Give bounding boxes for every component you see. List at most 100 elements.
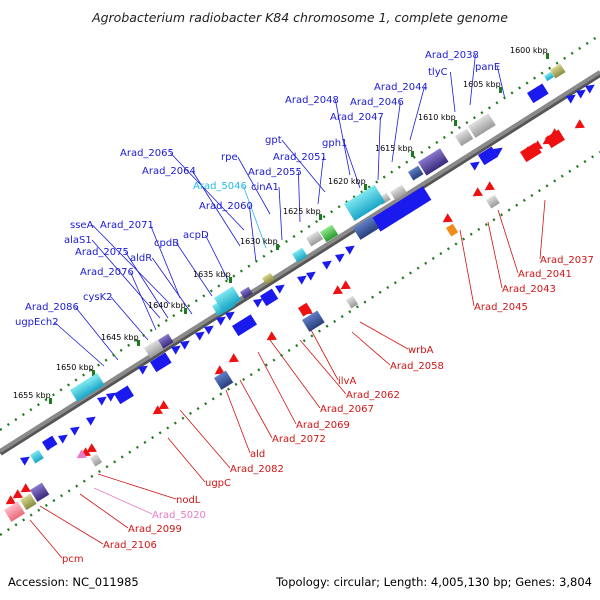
gene-box xyxy=(260,288,279,307)
forward-gene-arrow xyxy=(86,416,96,426)
scale-tick-mark xyxy=(276,244,279,250)
forward-gene-label: Arad_2071 xyxy=(100,220,154,231)
reverse-gene-label: ald xyxy=(250,449,265,460)
gene-box xyxy=(446,223,459,237)
forward-label-leader xyxy=(298,171,301,223)
scale-tick-mark xyxy=(546,53,549,59)
reverse-gene-label: Arad_2072 xyxy=(272,434,326,445)
forward-gene-label: Arad_2076 xyxy=(80,267,134,278)
reverse-gene-label: pcm xyxy=(62,554,84,565)
forward-gene-label: Arad_2047 xyxy=(330,112,384,123)
accession-text: Accession: NC_011985 xyxy=(8,575,139,589)
label-leaders xyxy=(29,54,546,559)
scale-tick-mark xyxy=(454,120,457,126)
reverse-label-leader xyxy=(93,487,153,515)
reverse-gene-arrow xyxy=(484,181,495,191)
forward-gene-arrow xyxy=(171,345,181,355)
gene-box xyxy=(520,142,542,163)
forward-gene-arrow xyxy=(322,260,332,270)
forward-gene-arrow xyxy=(195,331,205,341)
forward-gene-arrow xyxy=(97,396,107,406)
forward-gene-arrow xyxy=(576,89,586,99)
gene-box xyxy=(346,295,359,309)
scale-tick-label: 1630 kbp xyxy=(240,237,278,246)
gene-box xyxy=(418,148,449,176)
gene-box xyxy=(213,370,234,390)
gene-box xyxy=(143,339,164,359)
gene-box xyxy=(486,194,500,209)
gene-box xyxy=(213,286,242,312)
reverse-gene-label: wrbA xyxy=(408,345,434,356)
forward-gene-arrow xyxy=(106,392,116,402)
forward-gene-arrow xyxy=(345,245,355,255)
scale-tick-mark xyxy=(499,87,502,93)
scale-tick-label: 1620 kbp xyxy=(328,177,366,186)
gene-box xyxy=(240,286,253,299)
scale-tick-mark xyxy=(411,151,414,157)
forward-gene-label: alaS1 xyxy=(64,235,92,246)
reverse-gene-arrow xyxy=(12,489,23,499)
forward-label-leader xyxy=(205,234,229,281)
reverse-gene-label: Arad_2106 xyxy=(103,540,157,551)
forward-gene-label: Arad_2055 xyxy=(248,167,302,178)
forward-gene-label: Arad_2086 xyxy=(25,302,79,313)
scale-tick-mark xyxy=(92,370,95,376)
gene-box xyxy=(390,184,408,201)
forward-gene-label: sseA xyxy=(70,220,94,231)
reverse-label-leader xyxy=(225,389,251,454)
reverse-gene-label: Arad_2043 xyxy=(502,284,556,295)
scale-tick-label: 1605 kbp xyxy=(463,80,501,89)
gene-box xyxy=(298,302,312,317)
forward-gene-arrow xyxy=(204,325,214,335)
scale-tick-mark xyxy=(229,277,232,283)
forward-label-leader xyxy=(125,251,169,319)
map-title: Agrobacterium radiobacter K84 chromosome… xyxy=(91,10,508,25)
forward-gene-label: cinA1 xyxy=(251,182,279,193)
forward-gene-arrow xyxy=(225,311,235,321)
reverse-gene-arrow xyxy=(20,483,31,493)
forward-label-leader xyxy=(278,186,283,241)
reverse-gene-arrow xyxy=(472,187,483,197)
forward-gene-label: acpD xyxy=(183,230,209,241)
forward-label-leader xyxy=(409,86,425,141)
reverse-gene-arrow xyxy=(152,405,163,415)
forward-gene-label: Arad_2051 xyxy=(273,152,327,163)
reverse-gene-label: Arad_2067 xyxy=(320,404,374,415)
gene-box xyxy=(320,224,339,243)
gene-features xyxy=(3,63,595,522)
forward-gene-label: Arad_2048 xyxy=(285,95,339,106)
forward-gene-label: gpt xyxy=(265,135,282,146)
reverse-gene-label: Arad_2062 xyxy=(346,390,400,401)
gene-box xyxy=(353,216,380,240)
reverse-gene-label: Arad_2041 xyxy=(518,269,572,280)
gene-box xyxy=(545,129,565,149)
forward-label-leader xyxy=(152,257,193,315)
forward-label-leader xyxy=(53,321,105,367)
forward-gene-label: rpe xyxy=(221,152,238,163)
scale-tick-label: 1645 kbp xyxy=(101,333,139,342)
reverse-gene-label: Arad_2045 xyxy=(474,302,528,313)
forward-gene-label: ugpEch2 xyxy=(15,317,59,328)
forward-label-leader xyxy=(281,139,326,193)
reverse-gene-label: Arad_2082 xyxy=(230,464,284,475)
forward-gene-label: Arad_2064 xyxy=(142,166,196,177)
reverse-gene-label: Arad_2037 xyxy=(540,255,594,266)
gene-box xyxy=(158,333,174,349)
gene-box xyxy=(302,310,325,332)
gene-box xyxy=(550,63,566,79)
forward-gene-label: Arad_2046 xyxy=(350,97,404,108)
reverse-label-leader xyxy=(497,209,519,274)
scale-tick-mark xyxy=(364,184,367,190)
reverse-label-leader xyxy=(29,519,63,559)
scale-tick-mark xyxy=(184,308,187,314)
forward-gene-label: Arad_5046 xyxy=(193,181,247,192)
reverse-gene-label: Arad_2058 xyxy=(390,361,444,372)
forward-gene-arrow xyxy=(20,456,30,466)
gene-box xyxy=(20,493,37,511)
forward-gene-arrow xyxy=(470,161,480,171)
forward-label-leader xyxy=(192,170,241,247)
forward-gene-label: Arad_2038 xyxy=(425,50,479,61)
gene-box xyxy=(29,482,50,502)
reverse-gene-label: Arad_2099 xyxy=(128,524,182,535)
scale-tick-label: 1650 kbp xyxy=(56,363,94,372)
